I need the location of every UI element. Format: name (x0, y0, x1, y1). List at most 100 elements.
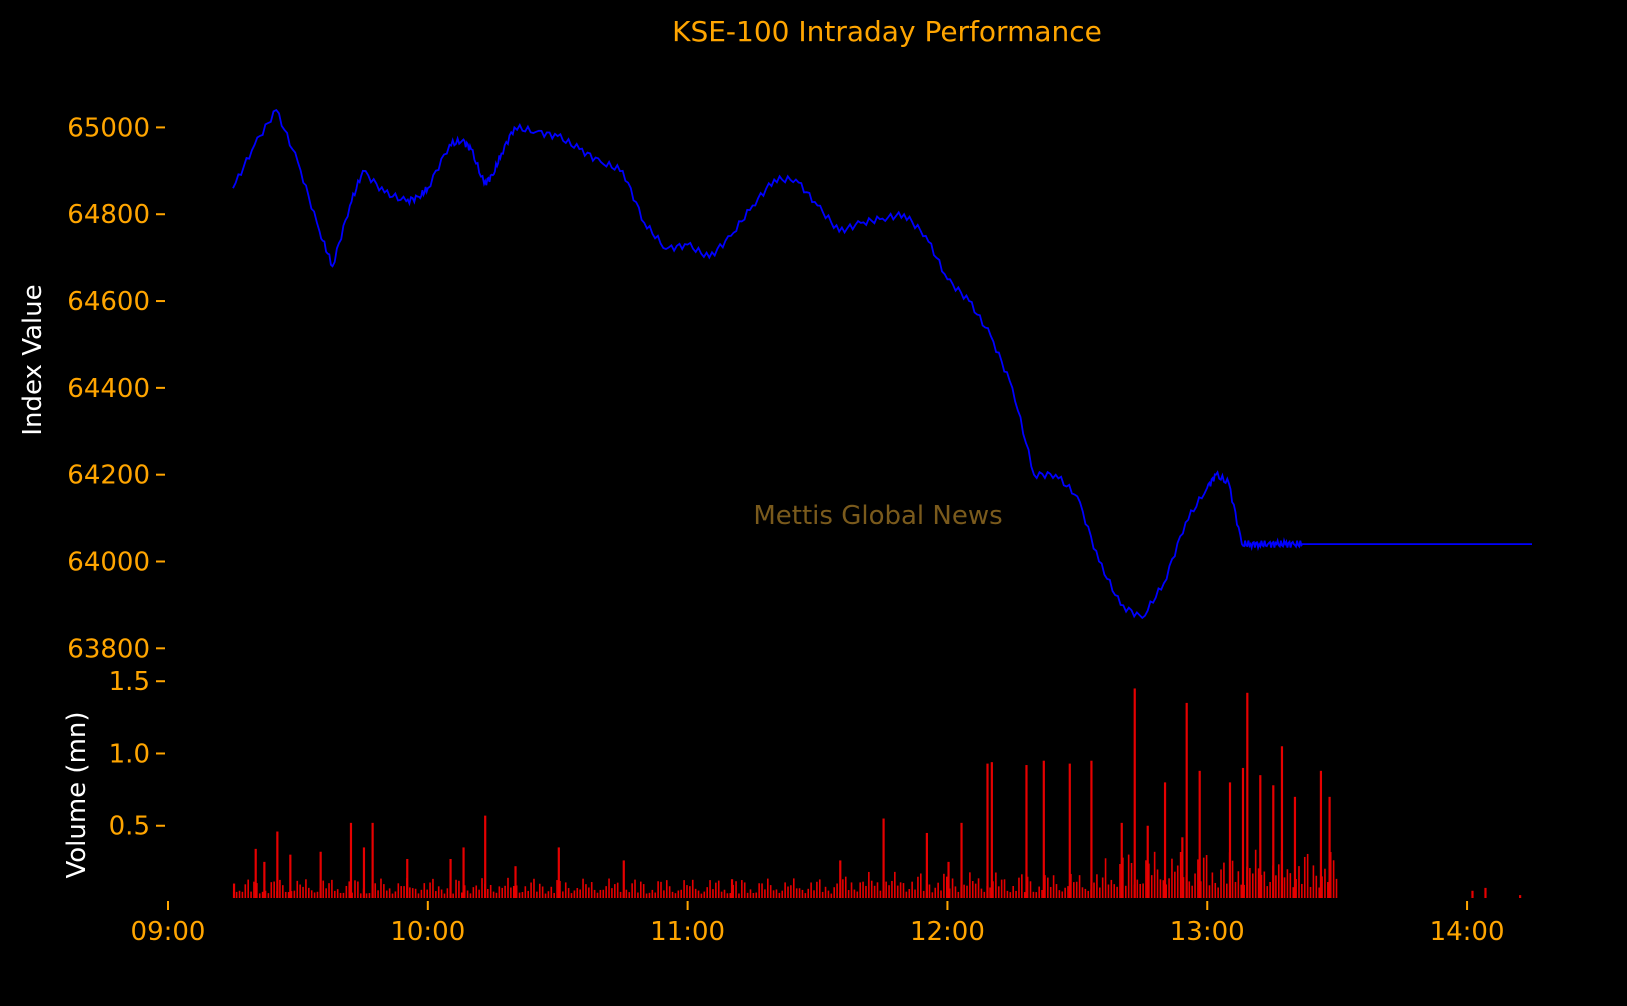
volume-bar (1153, 851, 1156, 898)
volume-bar (983, 891, 986, 898)
price-axis-label: Index Value (18, 284, 48, 435)
volume-bar (1197, 859, 1199, 898)
volume-bar (1318, 887, 1320, 898)
volume-bar (631, 883, 633, 898)
volume-bar (573, 890, 576, 898)
volume-bar (559, 880, 561, 898)
volume-bar (1275, 875, 1277, 898)
volume-bar (804, 893, 807, 898)
volume-bar (741, 880, 743, 898)
volume-bar (1073, 882, 1075, 898)
volume-bar (351, 892, 353, 898)
volume-spike (1133, 688, 1136, 898)
volume-bar (810, 882, 812, 898)
volume-bar (1194, 873, 1196, 898)
volume-spike (1042, 760, 1045, 898)
volume-bar (1055, 884, 1058, 898)
volume-spike (1241, 767, 1245, 898)
volume-bar (717, 880, 720, 898)
volume-spike (1471, 890, 1474, 898)
volume-bar (709, 880, 711, 898)
volume-bar (1263, 871, 1266, 898)
volume-bar (995, 872, 997, 898)
volume-bar (403, 886, 405, 898)
volume-bar (394, 891, 397, 898)
volume-bar (359, 893, 362, 898)
volume-bar (593, 889, 596, 898)
volume-bar (1000, 879, 1003, 898)
volume-bar (1301, 883, 1303, 898)
volume-bar (654, 892, 657, 898)
volume-bar (426, 889, 428, 898)
volume-spike (1293, 796, 1297, 898)
volume-bar (510, 887, 512, 898)
volume-bar (322, 880, 325, 898)
volume-bar (527, 890, 530, 898)
volume-bar (1136, 879, 1139, 898)
volume-bar (1214, 882, 1217, 898)
volume-bar (1226, 883, 1228, 898)
volume-bar (821, 891, 824, 898)
volume-bar (931, 892, 934, 898)
volume-bar (1321, 876, 1323, 898)
volume-bar (723, 889, 726, 898)
volume-bar (712, 889, 714, 898)
volume-bar (570, 893, 573, 898)
volume-bar (400, 886, 402, 898)
volume-spike (1025, 765, 1028, 898)
volume-bar (859, 882, 861, 898)
volume-bar (414, 888, 417, 898)
volume-bar (455, 879, 457, 898)
volume-bar (515, 885, 518, 898)
volume-spike (406, 858, 409, 898)
volume-bar (1240, 884, 1243, 898)
volume-tick-label: 0.5 (109, 812, 150, 842)
price-tick-label: 64000 (67, 548, 150, 578)
volume-bar (824, 886, 827, 898)
volume-bar (876, 882, 879, 898)
time-tick-label: 12:00 (910, 917, 985, 947)
volume-bar (348, 881, 351, 898)
volume-bar (305, 879, 307, 898)
volume-bar (686, 885, 688, 898)
volume-bar (461, 892, 463, 898)
volume-bar (798, 888, 801, 898)
volume-bar (694, 888, 697, 898)
volume-bar (538, 883, 541, 898)
volume-spike (1484, 887, 1487, 898)
volume-bar (989, 887, 991, 898)
volume-bar (357, 881, 359, 898)
volume-bar (772, 890, 775, 898)
volume-bar (1182, 877, 1185, 898)
volume-bar (1277, 864, 1280, 898)
volume-bar (914, 889, 916, 898)
volume-bar (1110, 879, 1113, 898)
volume-bar (616, 882, 619, 898)
volume-bar (1124, 885, 1127, 898)
volume-bar (1254, 849, 1257, 898)
volume-bar (943, 873, 945, 898)
volume-bar (443, 893, 446, 898)
volume-bar (899, 882, 902, 898)
volume-spike (1319, 770, 1323, 898)
volume-bar (934, 887, 937, 898)
volume-spike (319, 851, 322, 898)
price-tick-label: 64200 (67, 461, 150, 491)
volume-bar (342, 892, 345, 898)
volume-bar (1067, 886, 1069, 898)
volume-spike (990, 762, 993, 898)
volume-bar (1029, 881, 1032, 898)
volume-bar (316, 891, 319, 898)
volume-bar (1150, 875, 1153, 898)
volume-bar (865, 885, 867, 898)
volume-bar (498, 886, 501, 898)
volume-spike (730, 879, 734, 898)
volume-bar (642, 884, 645, 898)
volume-bar (310, 890, 313, 898)
volume-bar (1156, 869, 1159, 898)
volume-bar (489, 884, 492, 898)
volume-bar (997, 886, 1000, 898)
volume-bar (585, 884, 587, 898)
watermark: Mettis Global News (753, 501, 1002, 531)
